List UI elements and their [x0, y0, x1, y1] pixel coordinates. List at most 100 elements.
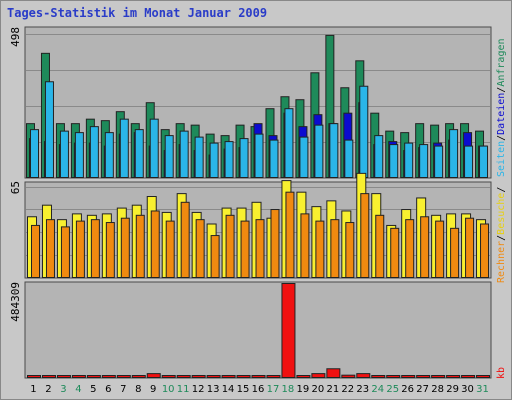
bar-seiten-23 — [359, 85, 369, 178]
bar-seiten-3 — [59, 130, 69, 178]
bar-kb-8 — [131, 375, 146, 378]
bar-kb-12 — [191, 375, 206, 378]
bar-rechner-18 — [285, 191, 295, 278]
bar-kb-31 — [476, 375, 491, 378]
x-tick-label-16: 16 — [251, 384, 265, 395]
bar-seiten-7 — [119, 118, 129, 178]
bar-seiten-19 — [299, 136, 309, 178]
x-tick-label-22: 22 — [341, 384, 355, 395]
bar-kb-17 — [266, 375, 281, 378]
bar-seiten-18 — [284, 108, 294, 178]
bar-rechner-20 — [315, 220, 325, 279]
x-tick-label-29: 29 — [446, 384, 459, 395]
x-tick-label-6: 6 — [105, 384, 112, 395]
x-tick-label-9: 9 — [150, 384, 157, 395]
bar-rechner-7 — [120, 217, 130, 278]
bar-kb-30 — [461, 375, 476, 378]
bar-seiten-16 — [254, 133, 264, 179]
x-tick-label-10: 10 — [161, 384, 175, 395]
bar-seiten-13 — [209, 142, 219, 179]
x-tick-label-7: 7 — [120, 384, 127, 395]
bar-kb-14 — [221, 375, 236, 378]
bar-rechner-23 — [360, 193, 370, 278]
bar-kb-22 — [341, 374, 356, 378]
bar-rechner-16 — [255, 219, 265, 278]
bar-seiten-28 — [434, 145, 444, 178]
bar-seiten-26 — [404, 142, 414, 179]
bar-kb-9 — [146, 373, 161, 379]
bar-rechner-10 — [165, 220, 175, 279]
bar-kb-11 — [176, 375, 191, 378]
x-tick-label-11: 11 — [176, 384, 190, 395]
bar-seiten-20 — [314, 124, 324, 178]
bar-rechner-26 — [405, 219, 415, 278]
bar-seiten-30 — [464, 145, 474, 178]
x-tick-label-3: 3 — [60, 384, 67, 395]
chart-title: Tages-Statistik im Monat Januar 2009 — [7, 6, 268, 20]
bar-rechner-29 — [450, 227, 460, 278]
bar-seiten-10 — [164, 135, 174, 179]
x-tick-label-24: 24 — [371, 384, 385, 395]
bar-seiten-15 — [239, 138, 249, 178]
bar-seiten-5 — [89, 126, 99, 178]
bar-seiten-21 — [329, 123, 339, 178]
bar-seiten-8 — [134, 129, 144, 178]
x-tick-label-20: 20 — [311, 384, 325, 395]
bar-kb-2 — [41, 375, 56, 378]
x-tick-label-26: 26 — [401, 384, 415, 395]
bar-seiten-29 — [449, 129, 459, 178]
x-tick-label-18: 18 — [281, 384, 295, 395]
bar-kb-27 — [416, 375, 431, 378]
x-tick-label-8: 8 — [135, 384, 142, 395]
bar-kb-19 — [296, 375, 311, 378]
x-tick-label-4: 4 — [75, 384, 82, 395]
bar-rechner-17 — [270, 209, 280, 278]
bar-rechner-22 — [345, 222, 355, 279]
bar-rechner-27 — [420, 216, 430, 278]
bar-kb-4 — [71, 375, 86, 378]
x-tick-label-31: 31 — [476, 384, 489, 395]
x-tick-label-30: 30 — [461, 384, 474, 395]
x-tick-label-2: 2 — [45, 384, 52, 395]
bar-rechner-25 — [390, 227, 400, 278]
bar-rechner-5 — [90, 219, 100, 278]
bar-rechner-6 — [105, 222, 115, 279]
bar-rechner-3 — [60, 226, 70, 278]
bar-kb-23 — [356, 373, 371, 379]
bar-rechner-9 — [150, 210, 160, 279]
bar-kb-6 — [101, 375, 116, 378]
bar-kb-25 — [386, 375, 401, 378]
bar-seiten-27 — [419, 144, 429, 178]
bar-kb-29 — [446, 375, 461, 378]
bar-seiten-11 — [179, 130, 189, 178]
bar-rechner-30 — [465, 217, 475, 278]
bar-rechner-19 — [300, 213, 310, 278]
bar-kb-13 — [206, 375, 221, 378]
bar-seiten-25 — [389, 144, 399, 178]
x-tick-label-15: 15 — [236, 384, 250, 395]
bar-seiten-6 — [104, 132, 114, 178]
bar-seiten-31 — [479, 145, 489, 178]
bar-kb-10 — [161, 375, 176, 378]
bar-seiten-1 — [30, 129, 39, 178]
bar-kb-15 — [236, 375, 251, 378]
bar-seiten-14 — [224, 141, 234, 179]
bar-seiten-12 — [194, 136, 204, 178]
x-tick-label-14: 14 — [221, 384, 235, 395]
bar-rechner-21 — [330, 219, 340, 278]
bar-rechner-11 — [180, 201, 190, 278]
panel-background — [24, 281, 492, 379]
bar-kb-21 — [326, 368, 341, 378]
bar-rechner-28 — [435, 220, 445, 279]
x-tick-label-1: 1 — [30, 384, 37, 395]
x-tick-label-5: 5 — [90, 384, 97, 395]
bar-kb-5 — [86, 375, 101, 378]
bar-rechner-31 — [480, 223, 490, 278]
bar-rechner-2 — [45, 219, 55, 278]
bar-kb-20 — [311, 373, 326, 379]
bar-rechner-12 — [195, 219, 205, 278]
bar-kb-24 — [371, 375, 386, 378]
bar-seiten-2 — [44, 81, 54, 178]
